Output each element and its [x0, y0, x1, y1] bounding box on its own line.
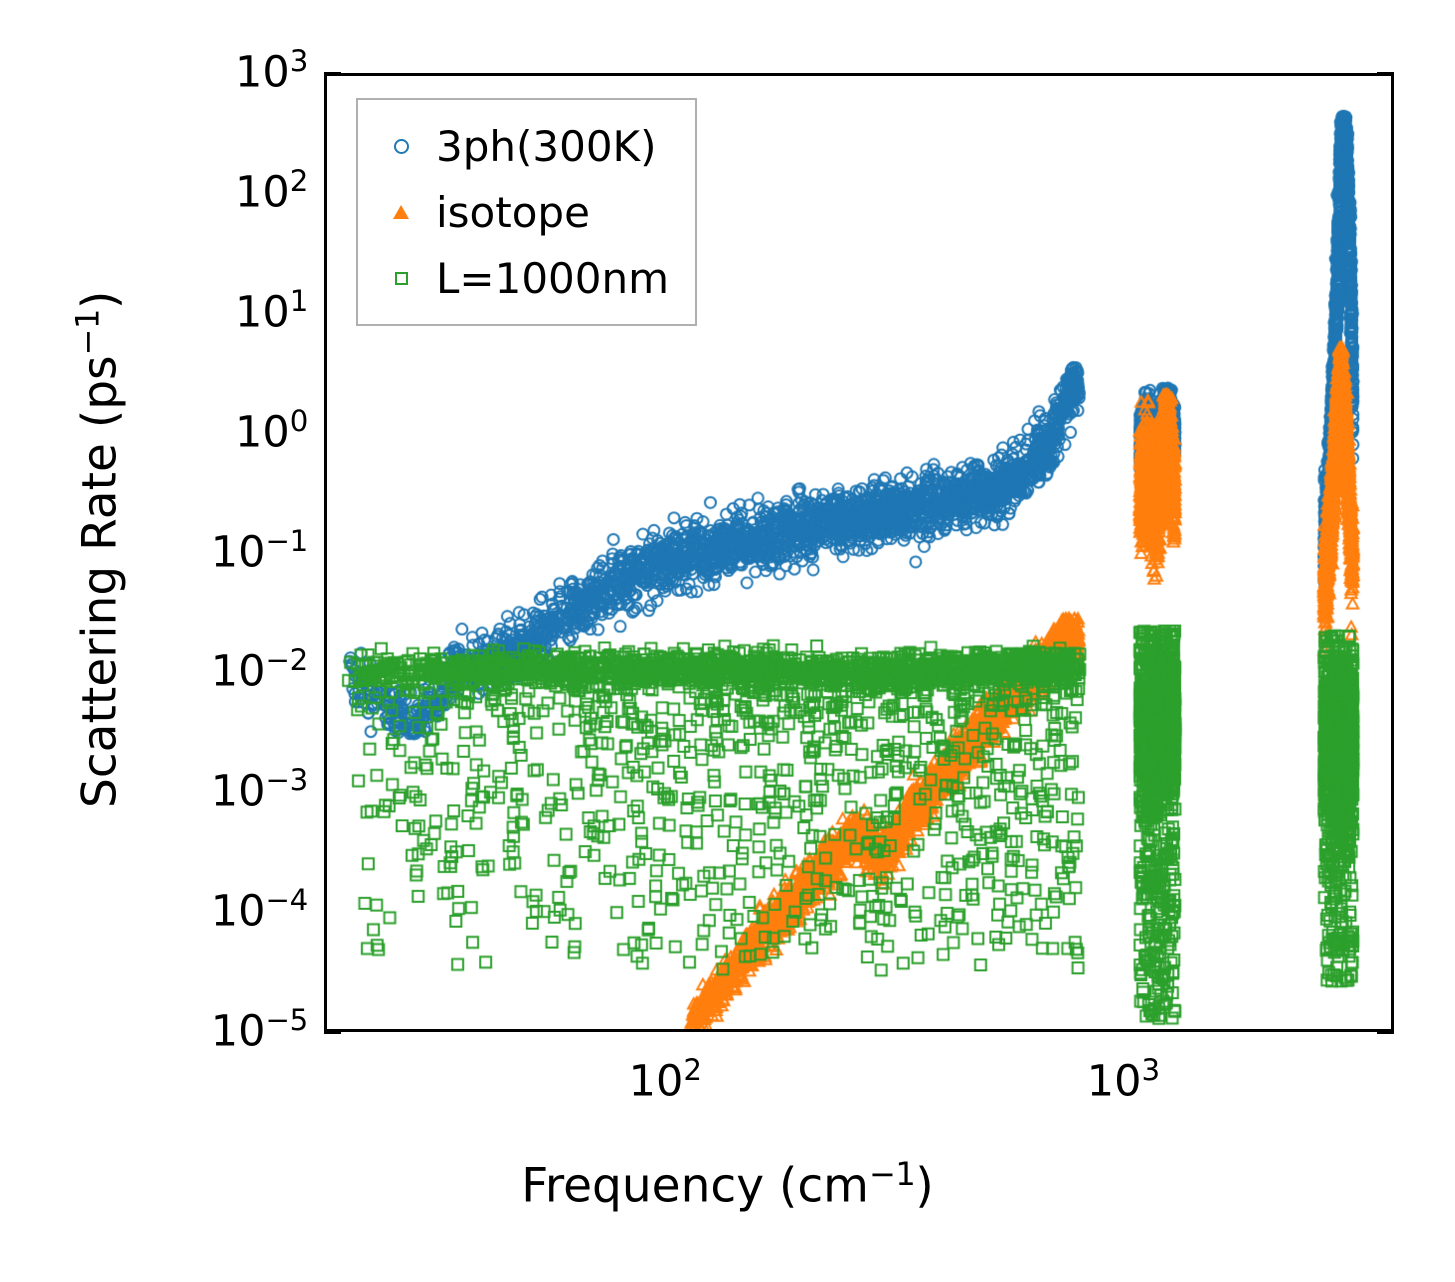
y-tick-major	[324, 1030, 341, 1034]
y-tick-base: 10	[234, 406, 290, 457]
y-tick-exponent: −2	[265, 643, 308, 678]
y-tick-label: 10−1	[210, 523, 309, 577]
y-tick-base: 10	[210, 1006, 266, 1057]
y-axis-title-tail: )	[72, 290, 128, 309]
legend-entry-isotope[interactable]: isotope	[374, 179, 669, 245]
y-tick-label: 103	[234, 44, 309, 98]
legend[interactable]: 3ph(300K) isotope L=1000nm	[356, 98, 698, 326]
square-marker-icon	[374, 271, 428, 285]
y-tick-base: 10	[234, 167, 290, 218]
x-tick-exponent: 2	[683, 1053, 702, 1087]
y-tick-major-right	[1377, 1030, 1394, 1034]
legend-label-3ph: 3ph(300K)	[436, 121, 657, 171]
x-tick-exponent: 3	[1141, 1053, 1160, 1087]
x-tick-label: 102	[628, 1053, 702, 1107]
y-tick-base: 10	[234, 287, 290, 338]
legend-entry-3ph[interactable]: 3ph(300K)	[374, 113, 669, 179]
x-axis-title-tail: )	[915, 1158, 934, 1214]
x-tick-base: 10	[628, 1056, 684, 1107]
triangle-marker-icon	[374, 205, 428, 219]
legend-entry-length[interactable]: L=1000nm	[374, 245, 669, 311]
y-tick-base: 10	[210, 766, 266, 817]
x-axis-title-main: Frequency (cm	[521, 1158, 869, 1214]
y-axis-title: Scattering Rate (ps−1)	[69, 49, 128, 1049]
y-axis-title-main: Scattering Rate (ps	[72, 355, 128, 809]
y-tick-exponent: −4	[265, 883, 308, 918]
y-tick-exponent: 3	[289, 44, 309, 78]
y-tick-exponent: 2	[289, 163, 309, 198]
x-tick-label: 103	[1086, 1053, 1160, 1107]
y-tick-base: 10	[234, 47, 290, 98]
y-tick-label: 102	[234, 163, 309, 218]
y-tick-base: 10	[210, 886, 266, 937]
y-tick-label: 10−5	[210, 1003, 309, 1057]
y-tick-label: 101	[234, 283, 309, 338]
x-tick-base: 10	[1086, 1056, 1142, 1107]
y-tick-label: 10−3	[211, 763, 309, 813]
x-axis-title-exponent: −1	[868, 1155, 916, 1193]
y-tick-label: 10−4	[210, 883, 309, 937]
circle-marker-icon	[374, 138, 428, 154]
y-tick-base: 10	[210, 526, 266, 577]
legend-label-isotope: isotope	[436, 187, 590, 237]
y-tick-exponent: −3	[265, 763, 308, 798]
y-tick-exponent: −1	[265, 523, 308, 558]
y-axis-title-exponent: −1	[68, 308, 107, 356]
x-axis-title: Frequency (cm−1)	[0, 1155, 1455, 1214]
y-tick-base: 10	[210, 646, 266, 697]
y-tick-exponent: 1	[289, 283, 309, 318]
y-tick-label: 10−2	[211, 643, 309, 693]
legend-label-length: L=1000nm	[436, 253, 670, 303]
y-tick-exponent: −5	[265, 1003, 308, 1037]
y-tick-exponent: 0	[289, 403, 309, 438]
y-tick-label: 100	[234, 403, 309, 457]
